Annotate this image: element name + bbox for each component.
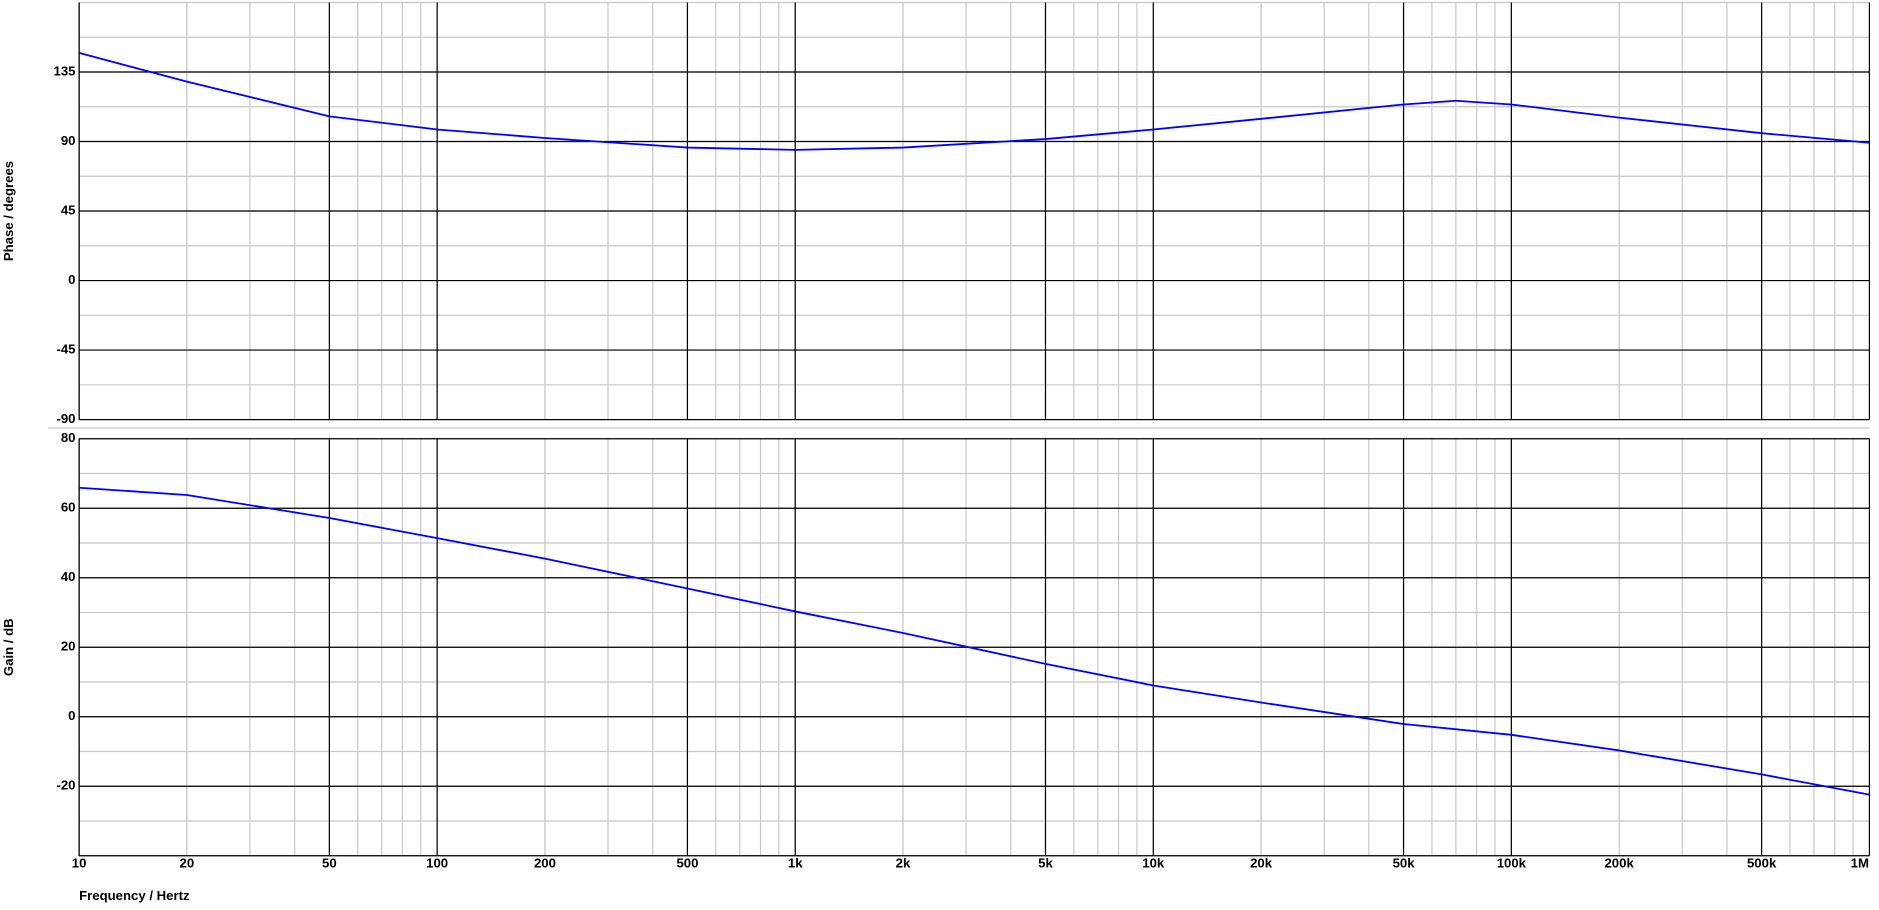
x-tick-label: 100k (1497, 856, 1527, 871)
data-line (79, 486, 1870, 796)
x-tick-label: 100 (426, 856, 448, 871)
x-tick-label: 1M (1851, 856, 1869, 871)
y-tick-label: 45 (61, 203, 76, 218)
x-tick-label: 5k (1038, 856, 1053, 871)
y-tick-label: 135 (54, 64, 76, 79)
x-tick-label: 2k (896, 856, 911, 871)
y-tick-label: -20 (56, 778, 75, 793)
x-tick-label: 20k (1250, 856, 1273, 871)
x-tick-label: 200 (534, 856, 556, 871)
y-axis-title: Gain / dB (1, 618, 16, 676)
data-line (78, 52, 1870, 151)
x-axis-title: Frequency / Hertz (79, 888, 190, 903)
y-axis-title: Phase / degrees (1, 161, 16, 261)
y-tick-label: 60 (61, 500, 76, 515)
x-tick-label: 200k (1604, 856, 1634, 871)
y-tick-label: 80 (61, 430, 76, 445)
y-tick-label: 0 (68, 708, 75, 723)
y-tick-label: -90 (56, 411, 75, 426)
y-tick-label: 20 (61, 639, 76, 654)
x-tick-label: 500k (1747, 856, 1777, 871)
x-tick-label: 50k (1393, 856, 1416, 871)
x-tick-label: 50 (322, 856, 337, 871)
y-tick-label: 0 (68, 272, 75, 287)
y-tick-label: 90 (61, 133, 76, 148)
y-tick-label: -45 (56, 342, 75, 357)
x-tick-label: 10 (72, 856, 87, 871)
y-tick-label: 40 (61, 569, 76, 584)
x-tick-label: 10k (1142, 856, 1165, 871)
x-tick-label: 500 (676, 856, 698, 871)
x-tick-label: 20 (180, 856, 195, 871)
x-tick-label: 1k (788, 856, 803, 871)
